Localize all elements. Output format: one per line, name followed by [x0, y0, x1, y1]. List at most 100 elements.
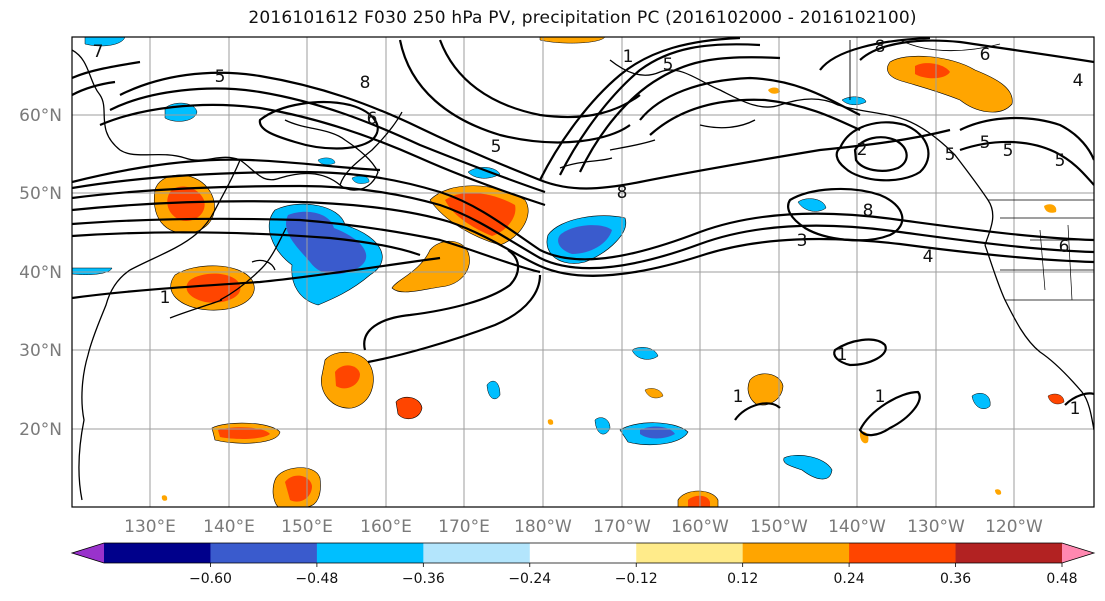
- contour-label: 6: [980, 45, 991, 65]
- contour-label: 1: [733, 387, 744, 407]
- colorbar-segment: [104, 543, 211, 563]
- colorbar-tick-label: 0.48: [1046, 571, 1077, 587]
- alaska-coast: [609, 59, 994, 246]
- precip-positive-core: [915, 63, 950, 79]
- colorbar-segment: [742, 543, 850, 563]
- coastlines: [72, 39, 1094, 501]
- lon-label: 130°E: [124, 517, 176, 537]
- precip-positive-region: [395, 396, 423, 420]
- precip-negative-region: [783, 455, 833, 480]
- colorbar-segment: [316, 543, 424, 563]
- precip-negative-region: [486, 380, 501, 400]
- colorbar-tick-label: −0.60: [189, 571, 232, 587]
- precip-positive-region: [161, 495, 168, 501]
- colorbar-extend-left: [72, 543, 104, 563]
- precip-positive-region: [768, 87, 780, 94]
- lat-label: 50°N: [19, 184, 62, 204]
- precip-negative-core: [640, 426, 675, 439]
- map-title: 2016101612 F030 250 hPa PV, precipitatio…: [248, 8, 917, 28]
- contour-label: 5: [980, 133, 991, 153]
- lat-label: 60°N: [19, 106, 62, 126]
- map-panel: 7 5 8 6 5 1 6 8 2 5 8 5 4 5 5 3 8 4 6 1 …: [72, 37, 1094, 507]
- precip-positive-region: [1044, 204, 1057, 213]
- precip-negative-region: [594, 417, 611, 435]
- colorbar: −0.60 −0.48 −0.36 −0.24 −0.12 0.12 0.24 0.36 0.4…: [70, 542, 1096, 587]
- lat-label: 20°N: [19, 420, 62, 440]
- lon-label: 150°W: [750, 517, 808, 537]
- lat-label: 30°N: [19, 341, 62, 361]
- contour-label: 1: [160, 288, 171, 308]
- contour-label: 1: [875, 387, 886, 407]
- lon-label: 140°E: [203, 517, 255, 537]
- colorbar-extend-right: [1062, 543, 1094, 563]
- contour-label: 6: [367, 109, 378, 129]
- contour-label: 5: [1055, 151, 1066, 171]
- contour-labels: 7 5 8 6 5 1 6 8 2 5 8 5 4 5 5 3 8 4 6 1 …: [93, 37, 1084, 419]
- lon-label: 160°E: [360, 517, 412, 537]
- na-coast: [984, 244, 1094, 431]
- longitude-labels: 130°E 140°E 150°E 160°E 170°E 180°W 170°…: [124, 517, 1043, 537]
- precip-positive-region: [747, 373, 784, 406]
- colorbar-tick-label: 0.12: [727, 571, 758, 587]
- contour-label: 5: [491, 137, 502, 157]
- precip-negative-region: [971, 393, 991, 409]
- precip-positive-region: [547, 419, 554, 425]
- precip-positive-core: [688, 495, 710, 507]
- precip-positive-region: [1047, 393, 1065, 405]
- contour-label: 6: [1059, 237, 1070, 257]
- pv-contours: [72, 37, 1094, 437]
- colorbar-segment: [849, 543, 957, 563]
- contour-label: 8: [875, 37, 886, 57]
- colorbar-tick-label: −0.36: [402, 571, 445, 587]
- contour-label: 1: [1070, 399, 1081, 419]
- colorbar-tick-label: 0.24: [834, 571, 865, 587]
- contour-label: 8: [617, 183, 628, 203]
- lon-label: 170°E: [438, 517, 490, 537]
- precip-positive-core: [285, 475, 312, 502]
- precip-positive-region: [644, 388, 664, 399]
- colorbar-tick-label: −0.12: [615, 571, 658, 587]
- precip-positive-core: [335, 365, 360, 389]
- contour-label: 1: [837, 345, 848, 365]
- lon-label: 180°W: [514, 517, 572, 537]
- contour-label: 8: [360, 73, 371, 93]
- precip-negative-region: [797, 198, 827, 212]
- precip-positive-core: [167, 186, 205, 221]
- colorbar-segment: [423, 543, 531, 563]
- contour-label: 4: [923, 247, 934, 267]
- contour-label: 8: [863, 201, 874, 221]
- map-frame: [71, 36, 1095, 508]
- colorbar-segment: [955, 543, 1063, 563]
- colorbar-segment: [636, 543, 744, 563]
- colorbar-segment: [529, 543, 637, 563]
- contour-label: 3: [797, 231, 808, 251]
- lon-label: 120°W: [985, 517, 1043, 537]
- contour-label: 4: [1073, 71, 1084, 91]
- contour-label: 5: [215, 67, 226, 87]
- contour-label: 5: [1003, 141, 1014, 161]
- precip-negative-core: [558, 225, 612, 254]
- precip-positive-region: [995, 489, 1002, 495]
- contour-label: 2: [857, 140, 868, 160]
- lon-label: 150°E: [281, 517, 333, 537]
- lon-label: 140°W: [828, 517, 886, 537]
- contour-label: 5: [945, 145, 956, 165]
- precip-negative-region: [317, 157, 336, 165]
- colorbar-tick-label: −0.48: [295, 571, 338, 587]
- contour-label: 7: [93, 42, 104, 62]
- precip-positive-region: [391, 240, 470, 293]
- colorbar-tick-label: −0.24: [508, 571, 551, 587]
- lon-label: 130°W: [907, 517, 965, 537]
- colorbar-segment: [210, 543, 318, 563]
- us-borders: [988, 199, 1094, 301]
- lat-label: 40°N: [19, 263, 62, 283]
- lon-label: 170°W: [593, 517, 651, 537]
- lon-label: 160°W: [671, 517, 729, 537]
- colorbar-outline: [70, 542, 1096, 564]
- japan-coast: [169, 227, 287, 319]
- latitude-labels: 60°N 50°N 40°N 30°N 20°N: [19, 106, 62, 440]
- colorbar-tick-label: 0.36: [940, 571, 971, 587]
- precip-positive-core: [445, 192, 516, 236]
- precip-positive-core: [218, 427, 270, 439]
